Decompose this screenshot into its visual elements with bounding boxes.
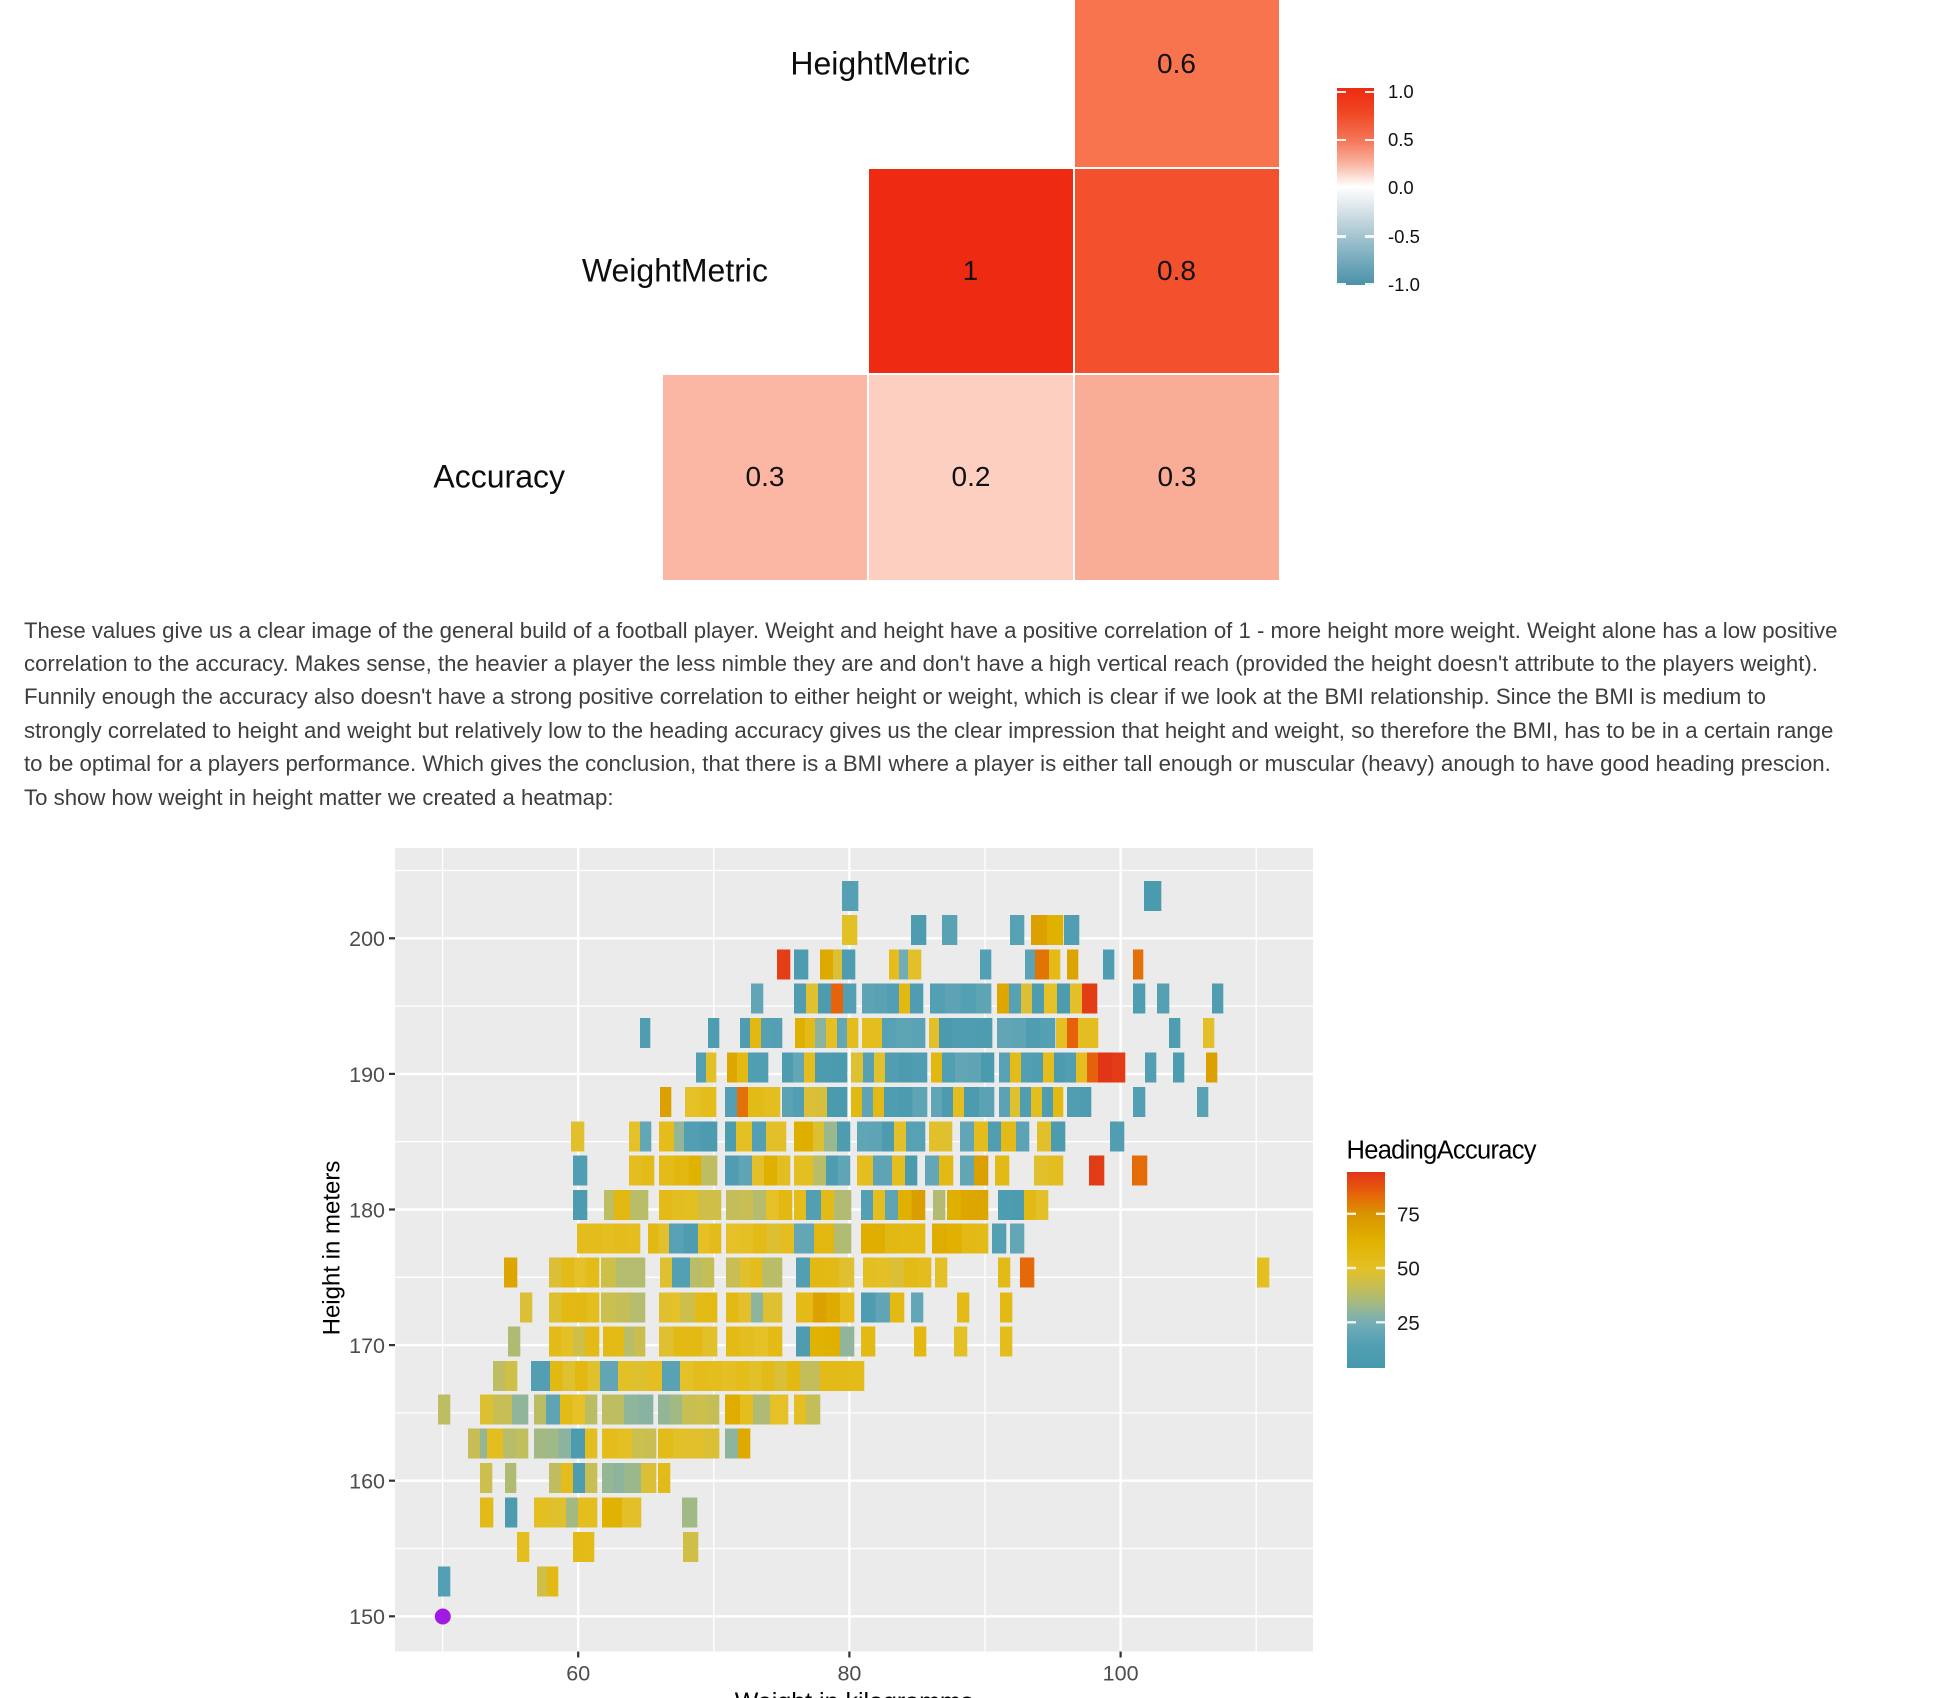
svg-text:180: 180 (349, 1198, 385, 1222)
svg-text:75: 75 (1397, 1203, 1420, 1226)
svg-text:80: 80 (837, 1662, 861, 1686)
svg-text:HeadingAccuracy: HeadingAccuracy (1347, 1137, 1537, 1165)
svg-text:50: 50 (1397, 1258, 1420, 1281)
svg-text:200: 200 (349, 927, 385, 951)
svg-text:150: 150 (349, 1605, 385, 1629)
svg-text:100: 100 (1103, 1662, 1139, 1686)
svg-text:25: 25 (1397, 1312, 1420, 1335)
svg-text:160: 160 (349, 1470, 385, 1494)
svg-text:60: 60 (566, 1662, 590, 1686)
svg-text:190: 190 (349, 1063, 385, 1087)
svg-text:170: 170 (349, 1334, 385, 1358)
svg-text:Weight in kilogramms: Weight in kilogramms (735, 1688, 974, 1698)
svg-text:Height in meters: Height in meters (319, 1161, 346, 1336)
